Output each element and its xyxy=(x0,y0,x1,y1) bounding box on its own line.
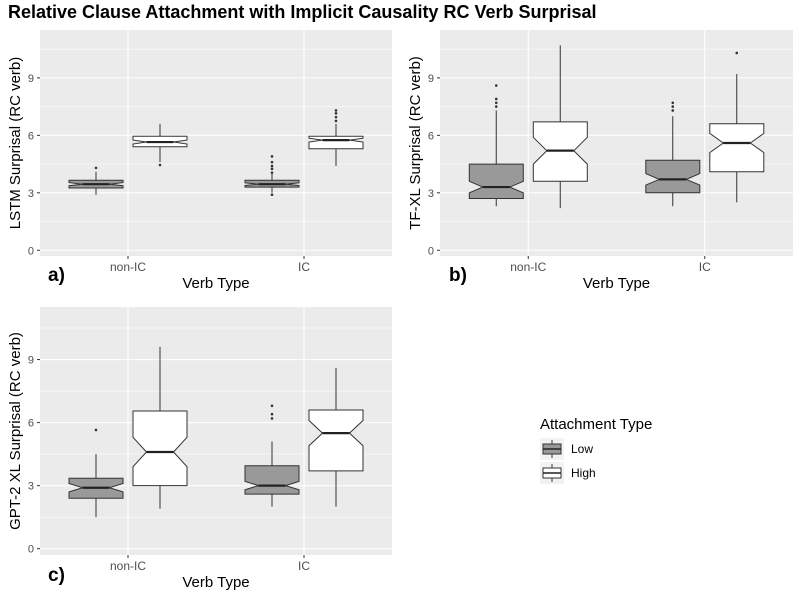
outlier-point xyxy=(334,119,338,123)
box-low-non-ic xyxy=(468,84,524,207)
y-tick-label: 3 xyxy=(28,481,34,493)
x-tick-label: IC xyxy=(298,260,310,274)
box-low-ic xyxy=(244,155,300,197)
outlier-point xyxy=(270,160,274,164)
figure-title: Relative Clause Attachment with Implicit… xyxy=(8,2,597,22)
panel-tag-label: a) xyxy=(48,265,65,286)
y-tick-label: 0 xyxy=(28,245,34,257)
panel-tag-label: b) xyxy=(449,265,467,286)
outlier-point xyxy=(334,112,338,115)
outlier-point xyxy=(334,115,338,119)
outlier-point xyxy=(270,404,274,408)
y-tick-label: 3 xyxy=(28,188,34,200)
outlier-point xyxy=(270,171,274,174)
box-body xyxy=(132,410,188,487)
panel-2: 0 3 6 9 non-IC IC Verb Type TF-XL Surprisal (RC… xyxy=(407,30,793,292)
y-tick-label: 9 xyxy=(28,355,34,367)
outlier-point xyxy=(158,163,162,167)
box-low-ic xyxy=(244,404,300,507)
box-low-non-ic xyxy=(68,166,124,195)
outlier-point xyxy=(270,167,274,171)
box-body xyxy=(308,409,364,472)
y-tick-label: 6 xyxy=(28,130,34,142)
y-axis-title: LSTM Surprisal (RC verb) xyxy=(7,57,24,230)
box-high-non-ic xyxy=(532,45,588,209)
panel-tag-label: c) xyxy=(48,565,65,586)
x-axis-title: Verb Type xyxy=(583,275,650,292)
y-axis-title: TF-XL Surprisal (RC verb) xyxy=(407,56,424,230)
box-high-non-ic xyxy=(132,346,188,509)
y-tick-label: 3 xyxy=(428,188,434,200)
y-tick-label: 9 xyxy=(28,73,34,85)
outlier-point xyxy=(334,109,338,112)
outlier-point xyxy=(94,166,98,170)
outlier-point xyxy=(671,109,675,112)
y-axis-title: GPT-2 XL Surprisal (RC verb) xyxy=(7,332,24,530)
box-high-non-ic xyxy=(132,123,188,167)
panel-1: 0 3 6 9 non-IC IC Verb Type LSTM Surprisal (RC … xyxy=(7,30,392,292)
outlier-point xyxy=(671,105,675,108)
x-tick-label: non-IC xyxy=(110,559,146,573)
y-tick-label: 0 xyxy=(28,544,34,556)
outlier-point xyxy=(671,101,675,105)
x-tick-label: IC xyxy=(298,559,310,573)
outlier-point xyxy=(494,101,498,105)
outlier-point xyxy=(494,97,498,101)
box-high-ic xyxy=(308,109,364,166)
outlier-point xyxy=(270,417,274,420)
x-tick-label: non-IC xyxy=(510,260,546,274)
x-axis-title: Verb Type xyxy=(182,574,249,591)
x-axis-title: Verb Type xyxy=(182,275,249,292)
box-low-non-ic xyxy=(68,428,124,518)
y-tick-label: 6 xyxy=(28,418,34,430)
box-body xyxy=(645,159,701,194)
legend-key-high: High xyxy=(540,462,596,484)
legend-key-low: Low xyxy=(540,438,593,460)
outlier-point xyxy=(494,84,498,87)
y-tick-label: 0 xyxy=(428,245,434,257)
box-body xyxy=(468,163,524,199)
outlier-point xyxy=(270,412,274,416)
panel-3: 0 3 6 9 non-IC IC Verb Type GPT-2 XL Surprisal … xyxy=(7,307,392,591)
box-body xyxy=(308,135,364,150)
legend-label: Low xyxy=(571,442,593,456)
outlier-point xyxy=(270,193,274,197)
outlier-point xyxy=(94,428,98,432)
x-tick-label: non-IC xyxy=(110,260,146,274)
outlier-point xyxy=(735,51,739,55)
legend-label: High xyxy=(571,466,596,480)
box-body xyxy=(709,123,765,173)
outlier-point xyxy=(494,105,498,108)
outlier-point xyxy=(270,155,274,158)
box-low-ic xyxy=(645,101,701,207)
box-body xyxy=(244,465,300,495)
box-high-ic xyxy=(709,51,765,203)
y-tick-label: 6 xyxy=(428,130,434,142)
x-tick-label: IC xyxy=(699,260,711,274)
legend: Attachment Type Low High xyxy=(540,416,652,484)
box-high-ic xyxy=(308,367,364,507)
y-tick-label: 9 xyxy=(428,73,434,85)
legend-title: Attachment Type xyxy=(540,416,652,433)
outlier-point xyxy=(270,164,274,168)
